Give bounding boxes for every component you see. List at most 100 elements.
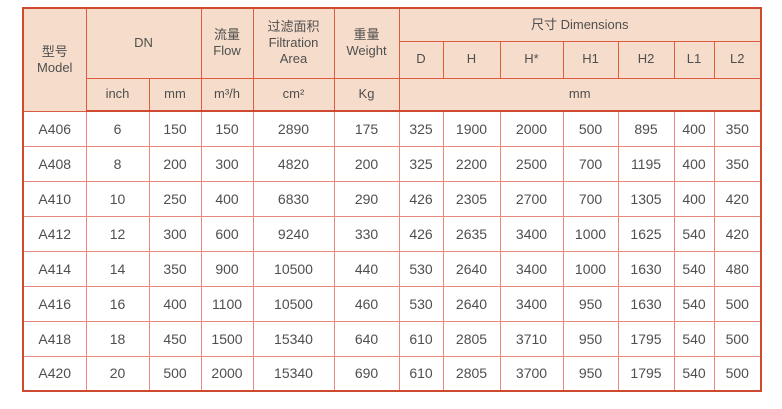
unit-area: cm² [252, 77, 335, 112]
col-header-h1: H1 [562, 40, 619, 79]
dim-hstar-cell: 2500 [499, 145, 564, 182]
dim-h1-cell: 1000 [562, 250, 619, 287]
col-header-flow: 流量 Flow [200, 7, 254, 79]
dim-l1-cell: 540 [673, 285, 715, 322]
dim-l2-cell: 420 [713, 215, 762, 252]
dim-l2-cell: 500 [713, 285, 762, 322]
dim-hstar-cell: 3400 [499, 285, 564, 322]
table-row: A418 18 450 1500 15340 640 610 2805 3710… [22, 320, 762, 357]
area-cell: 4820 [252, 145, 335, 182]
dim-l1-cell: 540 [673, 355, 715, 392]
col-header-model: 型号 Model [22, 7, 87, 112]
model-cell: A414 [22, 250, 87, 287]
dim-h-cell: 2200 [442, 145, 501, 182]
unit-flow: m³/h [200, 77, 254, 112]
mm-cell: 300 [148, 215, 202, 252]
dim-hstar-cell: 2000 [499, 110, 564, 147]
table-row: A408 8 200 300 4820 200 325 2200 2500 70… [22, 145, 762, 182]
dim-d-cell: 325 [398, 145, 444, 182]
col-header-l1: L1 [673, 40, 715, 79]
dim-h-cell: 2805 [442, 320, 501, 357]
dim-d-cell: 325 [398, 110, 444, 147]
table-row: A414 14 350 900 10500 440 530 2640 3400 … [22, 250, 762, 287]
mm-cell: 150 [148, 110, 202, 147]
dim-h1-cell: 950 [562, 320, 619, 357]
inch-cell: 12 [85, 215, 150, 252]
dim-h2-cell: 1795 [617, 355, 675, 392]
filter-spec-table: 型号 Model DN 流量 Flow 过滤面积 Filtration Area… [22, 7, 762, 392]
col-header-h: H [442, 40, 501, 79]
dim-d-cell: 426 [398, 180, 444, 217]
dim-l1-cell: 400 [673, 110, 715, 147]
col-header-l2: L2 [713, 40, 762, 79]
flow-cell: 600 [200, 215, 254, 252]
dim-l1-cell: 400 [673, 180, 715, 217]
weight-cell: 175 [333, 110, 400, 147]
dim-l2-cell: 350 [713, 110, 762, 147]
weight-cell: 460 [333, 285, 400, 322]
col-header-weight: 重量 Weight [333, 7, 400, 79]
model-cell: A406 [22, 110, 87, 147]
area-cell: 15340 [252, 355, 335, 392]
dim-h1-cell: 950 [562, 285, 619, 322]
dim-l2-cell: 420 [713, 180, 762, 217]
dim-h-cell: 1900 [442, 110, 501, 147]
inch-cell: 18 [85, 320, 150, 357]
model-cell: A410 [22, 180, 87, 217]
header-row-units: inch mm m³/h cm² Kg mm [23, 77, 762, 112]
dim-h-cell: 2635 [442, 215, 501, 252]
unit-dims: mm [398, 77, 762, 112]
inch-cell: 16 [85, 285, 150, 322]
mm-cell: 350 [148, 250, 202, 287]
model-cell: A418 [22, 320, 87, 357]
dim-h-cell: 2640 [442, 250, 501, 287]
dim-h2-cell: 1795 [617, 320, 675, 357]
dim-d-cell: 530 [398, 285, 444, 322]
dim-l2-cell: 500 [713, 355, 762, 392]
unit-weight: Kg [333, 77, 400, 112]
dim-h1-cell: 700 [562, 180, 619, 217]
col-header-dimensions: 尺寸 Dimensions [398, 7, 762, 42]
mm-cell: 250 [148, 180, 202, 217]
col-header-h2: H2 [617, 40, 675, 79]
dim-h2-cell: 1625 [617, 215, 675, 252]
dim-d-cell: 426 [398, 215, 444, 252]
flow-cell: 2000 [200, 355, 254, 392]
dim-l1-cell: 540 [673, 250, 715, 287]
dim-h2-cell: 1195 [617, 145, 675, 182]
mm-cell: 450 [148, 320, 202, 357]
weight-cell: 330 [333, 215, 400, 252]
table-row: A410 10 250 400 6830 290 426 2305 2700 7… [22, 180, 762, 217]
dim-h1-cell: 1000 [562, 215, 619, 252]
dim-hstar-cell: 3400 [499, 215, 564, 252]
header-row-dim-cols: D H H* H1 H2 L1 L2 [23, 40, 762, 79]
area-cell: 15340 [252, 320, 335, 357]
col-header-h-star: H* [499, 40, 564, 79]
dim-h-cell: 2805 [442, 355, 501, 392]
dim-hstar-cell: 2700 [499, 180, 564, 217]
dim-l2-cell: 350 [713, 145, 762, 182]
spec-table-container: 型号 Model DN 流量 Flow 过滤面积 Filtration Area… [22, 7, 762, 392]
dim-l2-cell: 480 [713, 250, 762, 287]
dim-d-cell: 610 [398, 320, 444, 357]
header-row-main: 型号 Model DN 流量 Flow 过滤面积 Filtration Area… [22, 7, 762, 112]
area-cell: 10500 [252, 285, 335, 322]
weight-cell: 200 [333, 145, 400, 182]
area-cell: 2890 [252, 110, 335, 147]
col-header-d: D [398, 40, 444, 79]
mm-cell: 500 [148, 355, 202, 392]
model-cell: A412 [22, 215, 87, 252]
mm-cell: 200 [148, 145, 202, 182]
dim-hstar-cell: 3710 [499, 320, 564, 357]
dim-h2-cell: 1305 [617, 180, 675, 217]
dim-h2-cell: 1630 [617, 250, 675, 287]
inch-cell: 8 [85, 145, 150, 182]
model-cell: A408 [22, 145, 87, 182]
flow-cell: 300 [200, 145, 254, 182]
dim-h1-cell: 500 [562, 110, 619, 147]
dim-h-cell: 2305 [442, 180, 501, 217]
model-cell: A420 [22, 355, 87, 392]
flow-cell: 150 [200, 110, 254, 147]
table-row: A416 16 400 1100 10500 460 530 2640 3400… [22, 285, 762, 322]
dim-d-cell: 530 [398, 250, 444, 287]
